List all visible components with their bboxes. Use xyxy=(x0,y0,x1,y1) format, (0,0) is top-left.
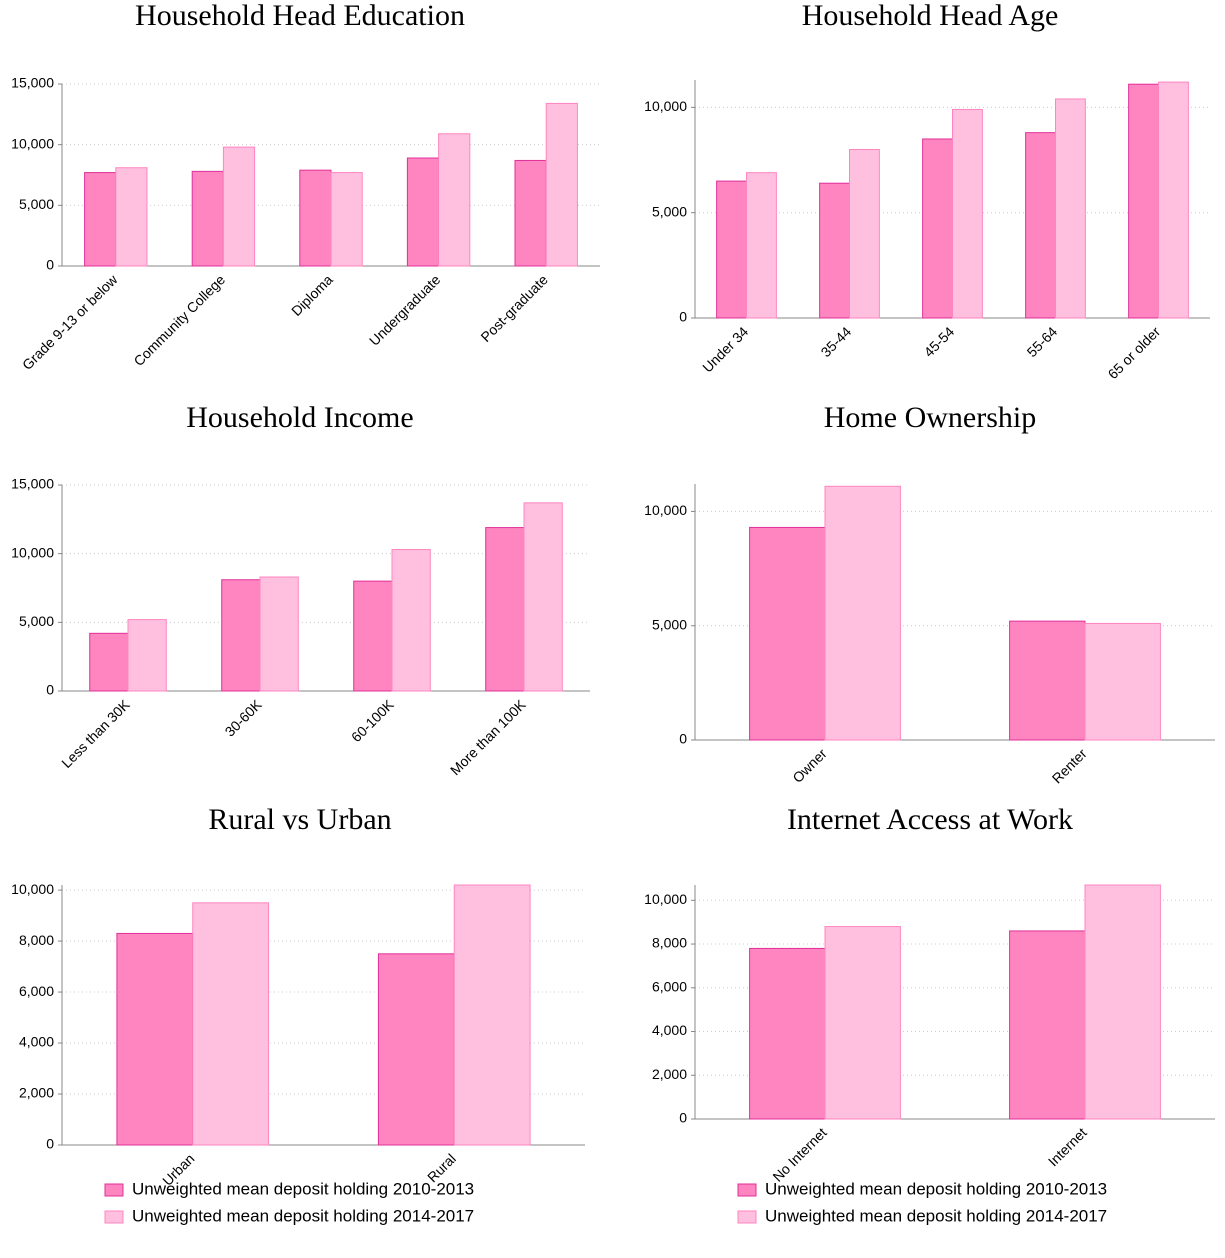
x-tick-label: Under 34 xyxy=(699,323,751,375)
bar xyxy=(330,172,363,267)
bar xyxy=(406,157,440,267)
bar xyxy=(922,138,954,319)
y-tick-label: 10,000 xyxy=(644,502,687,518)
y-tick-label: 10,000 xyxy=(11,135,54,151)
bar xyxy=(824,926,901,1120)
legend-swatch xyxy=(737,1183,757,1197)
bar xyxy=(438,133,471,267)
bar xyxy=(523,502,563,692)
x-tick-label: 55-64 xyxy=(1024,323,1061,360)
y-tick-label: 10,000 xyxy=(644,891,687,907)
x-tick-label: Internet xyxy=(1045,1124,1090,1169)
bar xyxy=(819,182,851,319)
bar xyxy=(485,527,525,692)
y-tick-label: 0 xyxy=(679,309,687,325)
x-tick-label: No Internet xyxy=(769,1124,829,1184)
y-tick-label: 6,000 xyxy=(652,978,687,994)
y-tick-label: 15,000 xyxy=(11,476,54,492)
y-tick-label: 8,000 xyxy=(652,935,687,951)
bar xyxy=(116,932,194,1146)
bar xyxy=(299,169,332,267)
y-tick-label: 0 xyxy=(46,682,54,698)
x-tick-label: 60-100K xyxy=(348,696,397,745)
y-tick-label: 4,000 xyxy=(652,1022,687,1038)
legend-label: Unweighted mean deposit holding 2010-201… xyxy=(765,1179,1107,1198)
y-tick-label: 5,000 xyxy=(652,616,687,632)
y-tick-label: 0 xyxy=(46,257,54,273)
y-tick-label: 5,000 xyxy=(19,613,54,629)
x-tick-label: Less than 30K xyxy=(58,696,133,771)
legend-label: Unweighted mean deposit holding 2010-201… xyxy=(132,1179,474,1198)
bar xyxy=(1128,83,1160,319)
bar xyxy=(259,576,299,692)
x-tick-label: Community College xyxy=(130,271,228,369)
bar xyxy=(1158,81,1189,319)
bar xyxy=(1055,98,1086,319)
y-tick-label: 10,000 xyxy=(644,98,687,114)
bar xyxy=(1084,884,1161,1120)
y-tick-label: 6,000 xyxy=(19,983,54,999)
bar xyxy=(716,180,748,319)
x-tick-label: 30-60K xyxy=(221,696,265,740)
bar xyxy=(377,953,455,1146)
legend-swatch xyxy=(104,1183,124,1197)
bar xyxy=(84,172,117,267)
x-tick-label: Grade 9-13 or below xyxy=(19,271,121,373)
bar xyxy=(453,884,531,1146)
bar xyxy=(391,549,431,692)
bar xyxy=(221,579,261,692)
bar xyxy=(127,619,167,692)
bar xyxy=(545,102,578,267)
y-tick-label: 5,000 xyxy=(19,196,54,212)
x-tick-label: Owner xyxy=(789,745,830,786)
chart-title: Rural vs Urban xyxy=(208,803,391,836)
y-tick-label: 5,000 xyxy=(652,203,687,219)
y-tick-label: 10,000 xyxy=(11,544,54,560)
x-tick-label: 45-54 xyxy=(921,323,958,360)
x-tick-label: Post-graduate xyxy=(477,271,551,345)
chart-title: Household Income xyxy=(186,401,413,434)
legend-label: Unweighted mean deposit holding 2014-201… xyxy=(765,1206,1107,1225)
chart-title: Home Ownership xyxy=(824,401,1036,434)
bar xyxy=(749,947,826,1120)
x-tick-label: More than 100K xyxy=(447,696,529,778)
bar xyxy=(1009,620,1086,741)
y-tick-label: 0 xyxy=(679,731,687,747)
bar xyxy=(89,632,129,692)
y-tick-label: 2,000 xyxy=(19,1085,54,1101)
bar xyxy=(353,580,393,692)
y-tick-label: 2,000 xyxy=(652,1066,687,1082)
bar xyxy=(824,485,901,741)
chart-title: Household Head Age xyxy=(802,0,1059,32)
bar xyxy=(115,167,148,267)
x-tick-label: Diploma xyxy=(288,271,336,319)
bar xyxy=(1084,622,1161,741)
legend-swatch xyxy=(737,1210,757,1224)
bar xyxy=(1025,132,1057,319)
bar xyxy=(952,108,983,319)
legend-label: Unweighted mean deposit holding 2014-201… xyxy=(132,1206,474,1225)
bar xyxy=(222,146,256,267)
chart-title: Household Head Education xyxy=(135,0,465,32)
x-tick-label: 35-44 xyxy=(818,323,855,360)
y-tick-label: 4,000 xyxy=(19,1034,54,1050)
y-tick-label: 8,000 xyxy=(19,932,54,948)
bar xyxy=(1009,930,1086,1120)
bar xyxy=(192,902,270,1146)
y-tick-label: 15,000 xyxy=(11,75,54,91)
chart-title: Internet Access at Work xyxy=(787,803,1073,836)
y-tick-label: 10,000 xyxy=(11,881,54,897)
bar xyxy=(849,149,880,319)
y-tick-label: 0 xyxy=(46,1136,54,1152)
x-tick-label: Renter xyxy=(1049,745,1090,786)
bar xyxy=(191,170,224,267)
bar xyxy=(514,159,547,267)
x-tick-label: Undergraduate xyxy=(366,271,444,349)
x-tick-label: 65 or older xyxy=(1105,323,1164,382)
y-tick-label: 0 xyxy=(679,1110,687,1126)
bar xyxy=(746,172,777,319)
bar xyxy=(749,526,826,741)
legend-swatch xyxy=(104,1210,124,1224)
